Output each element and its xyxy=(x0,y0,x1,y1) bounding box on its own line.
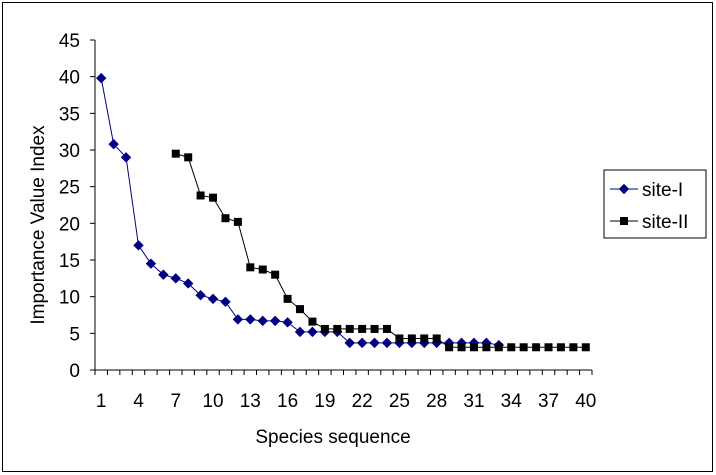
data-point xyxy=(420,334,429,343)
x-tick-label: 10 xyxy=(202,391,223,412)
data-point xyxy=(258,265,267,274)
data-point xyxy=(494,343,503,352)
data-point xyxy=(407,334,416,343)
x-tick-label: 31 xyxy=(463,391,484,412)
data-point xyxy=(232,314,244,325)
data-point xyxy=(182,278,194,289)
y-tick-label: 45 xyxy=(59,31,80,52)
chart-marks xyxy=(96,72,590,352)
legend-label: site-II xyxy=(642,212,688,233)
data-point xyxy=(120,152,132,163)
data-point xyxy=(221,214,230,223)
data-point xyxy=(369,337,380,349)
data-point xyxy=(381,337,393,349)
data-point xyxy=(307,326,318,338)
y-tick-label: 40 xyxy=(59,68,80,89)
y-tick-label: 0 xyxy=(69,361,80,382)
data-point xyxy=(432,334,441,343)
x-tick-label: 19 xyxy=(314,391,335,412)
legend-marker xyxy=(620,217,628,225)
data-point xyxy=(507,343,516,352)
legend-box xyxy=(603,169,707,239)
data-point xyxy=(283,294,292,303)
data-point xyxy=(220,296,231,308)
data-point xyxy=(233,217,242,226)
data-point xyxy=(257,315,268,327)
data-point xyxy=(245,314,256,325)
data-point xyxy=(345,324,354,333)
data-point xyxy=(158,269,169,280)
data-point xyxy=(457,343,466,352)
data-point xyxy=(296,305,305,314)
data-point xyxy=(269,315,281,327)
data-point xyxy=(445,343,454,352)
x-tick-label: 34 xyxy=(501,391,523,412)
legend-label: site-I xyxy=(642,180,683,201)
data-point xyxy=(294,326,306,338)
data-point xyxy=(519,343,528,352)
y-axis-label: Importance Value Index xyxy=(28,125,49,325)
y-tick-label: 35 xyxy=(59,104,80,125)
data-point xyxy=(333,324,342,333)
data-point xyxy=(271,270,280,279)
data-point xyxy=(184,153,193,162)
data-point xyxy=(556,343,565,352)
y-tick-label: 5 xyxy=(69,324,80,345)
x-tick-label: 1 xyxy=(96,391,107,412)
legend-marker xyxy=(618,183,630,195)
data-point xyxy=(133,240,144,251)
data-point xyxy=(96,72,107,84)
x-tick-label: 13 xyxy=(240,391,261,412)
y-tick-label: 10 xyxy=(59,288,80,309)
x-tick-label: 4 xyxy=(133,391,144,412)
series-line-1 xyxy=(100,78,499,346)
x-tick-label: 16 xyxy=(277,391,298,412)
x-tick-label: 40 xyxy=(575,391,596,412)
data-point xyxy=(482,343,491,352)
y-tick-label: 20 xyxy=(59,214,80,235)
legend: site-I site-II xyxy=(603,169,707,239)
series-line-2 xyxy=(175,153,586,348)
axes: 0 5 10 15 20 25 30 35 40 45 1 4 7 10 13 16 19 22 25 28 31 34 3… xyxy=(59,31,596,412)
data-point xyxy=(395,334,404,343)
x-tick-label: 22 xyxy=(352,391,373,412)
data-point xyxy=(195,289,206,301)
y-tick-label: 15 xyxy=(59,251,80,272)
y-tick-label: 30 xyxy=(59,141,80,162)
data-point xyxy=(370,324,379,333)
data-point xyxy=(308,317,317,326)
data-point xyxy=(207,293,219,305)
x-tick-label: 37 xyxy=(538,391,559,412)
data-point xyxy=(356,337,368,349)
data-point xyxy=(544,343,553,352)
data-point xyxy=(196,191,205,200)
data-point xyxy=(320,324,329,333)
data-point xyxy=(344,337,355,349)
data-point xyxy=(209,193,218,202)
data-point xyxy=(469,343,478,352)
y-tick-label: 25 xyxy=(59,178,80,199)
data-point xyxy=(246,263,255,272)
data-point xyxy=(358,324,367,333)
data-point xyxy=(171,149,180,158)
x-tick-label: 25 xyxy=(389,391,410,412)
data-point xyxy=(145,258,157,269)
data-point xyxy=(382,324,391,333)
data-point xyxy=(532,343,541,352)
data-point xyxy=(282,317,293,328)
data-point xyxy=(108,138,119,150)
data-point xyxy=(170,273,181,284)
data-point xyxy=(581,343,590,352)
x-axis-label: Species sequence xyxy=(255,427,410,448)
data-point xyxy=(569,343,578,352)
x-tick-label: 28 xyxy=(426,391,447,412)
x-tick-label: 7 xyxy=(170,391,181,412)
